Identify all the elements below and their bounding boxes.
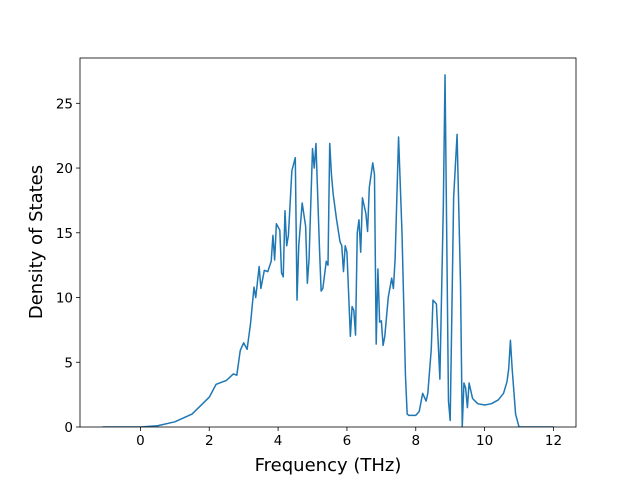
y-tick-label: 15 bbox=[56, 226, 73, 242]
y-axis-label: Density of States bbox=[26, 165, 47, 319]
x-tick-label: 0 bbox=[136, 433, 145, 449]
x-axis-label: Frequency (THz) bbox=[255, 455, 402, 476]
y-tick-label: 25 bbox=[56, 96, 73, 112]
x-tick-label: 4 bbox=[274, 433, 283, 449]
y-tick-label: 5 bbox=[64, 355, 73, 371]
y-tick-label: 20 bbox=[56, 161, 73, 177]
x-tick-label: 12 bbox=[545, 433, 562, 449]
plot-frame bbox=[79, 57, 577, 428]
x-tick-label: 6 bbox=[343, 433, 352, 449]
x-tick-label: 10 bbox=[476, 433, 493, 449]
y-tick-label: 10 bbox=[56, 291, 73, 307]
x-tick-label: 2 bbox=[205, 433, 214, 449]
x-tick-label: 8 bbox=[411, 433, 420, 449]
y-tick-label: 0 bbox=[64, 420, 73, 436]
line bbox=[102, 74, 554, 427]
